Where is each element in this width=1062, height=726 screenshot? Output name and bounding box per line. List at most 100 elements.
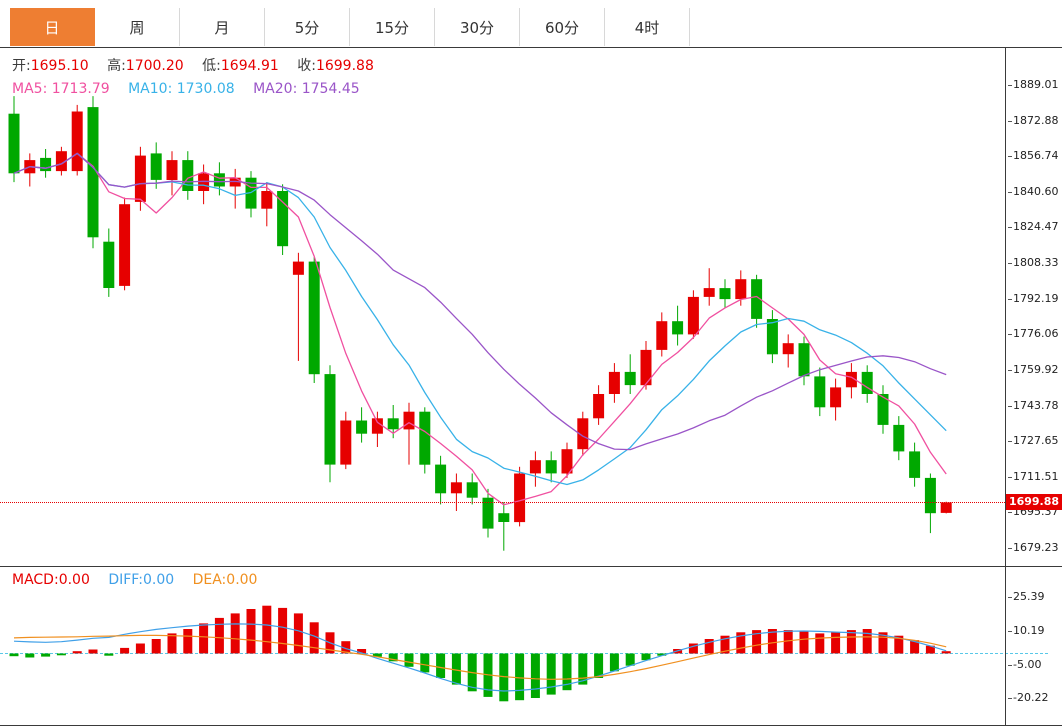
candle (166, 151, 178, 196)
macd-bar (246, 609, 256, 654)
macd-bar (293, 613, 303, 654)
candle (924, 473, 936, 534)
candle (134, 146, 146, 211)
macd-bar (278, 607, 288, 654)
tab-4hour[interactable]: 4时 (605, 8, 690, 46)
tab-5min[interactable]: 5分 (265, 8, 350, 46)
price-axis-label: 1743.78 (1008, 400, 1059, 412)
diff-line (13, 623, 947, 692)
macd-axis-label: -5.00 (1008, 659, 1041, 671)
macd-bar (783, 630, 793, 654)
macd-bar (372, 653, 382, 657)
timeframe-tabbar: 日 周 月 5分 15分 30分 60分 4时 (0, 0, 1062, 48)
macd-bar (199, 623, 209, 654)
macd-bar (167, 633, 177, 654)
macd-axis-label: -20.22 (1008, 692, 1048, 704)
macd-bar (657, 653, 667, 656)
price-axis-label: 1776.06 (1008, 328, 1059, 340)
macd-bar (546, 653, 556, 695)
candle (561, 442, 573, 478)
candle (893, 416, 905, 461)
candle (24, 153, 36, 187)
candle (498, 502, 510, 551)
price-axis-label: 1727.65 (1008, 435, 1059, 447)
ma5-line (13, 152, 947, 506)
candle (87, 96, 99, 249)
main-chart-canvas[interactable] (0, 48, 1005, 566)
macd-bar (831, 632, 841, 654)
candle (150, 142, 162, 189)
macd-bar (404, 653, 414, 667)
macd-bar (704, 639, 714, 654)
macd-bar (578, 653, 588, 685)
candle (830, 378, 842, 421)
price-axis-label: 1824.47 (1008, 221, 1059, 233)
candle (261, 182, 273, 227)
tab-month[interactable]: 月 (180, 8, 265, 46)
macd-axis-label: 25.39 (1008, 591, 1045, 603)
macd-bar (214, 617, 224, 654)
candle (245, 171, 257, 218)
candle (545, 451, 557, 483)
macd-bar (151, 639, 161, 654)
dea-line (13, 634, 947, 680)
candle (450, 473, 462, 511)
macd-bar (230, 613, 240, 654)
candle (577, 411, 589, 456)
candle (466, 473, 478, 505)
candle (909, 442, 921, 487)
macd-bar (799, 631, 809, 654)
candle (877, 385, 889, 434)
macd-bar (878, 632, 888, 654)
candle (672, 305, 684, 346)
tab-day[interactable]: 日 (10, 8, 95, 46)
macd-bar (309, 622, 319, 654)
candle (277, 184, 289, 255)
macd-bar (815, 633, 825, 654)
tab-60min[interactable]: 60分 (520, 8, 605, 46)
candle (798, 336, 810, 386)
macd-bar (120, 647, 130, 654)
price-axis-label: 1856.74 (1008, 150, 1059, 162)
last-price-line (0, 502, 1005, 503)
macd-bar (594, 653, 604, 678)
macd-bar (562, 653, 572, 691)
ma10-line (13, 152, 947, 486)
tab-week[interactable]: 周 (95, 8, 180, 46)
macd-chart-canvas[interactable] (0, 567, 1005, 725)
price-axis-label: 1679.23 (1008, 542, 1059, 554)
candle (435, 455, 447, 505)
candle (482, 488, 494, 538)
candle (814, 367, 826, 417)
candle (529, 451, 541, 487)
axis-border (1005, 48, 1006, 726)
candle (751, 274, 763, 328)
macd-bar (910, 640, 920, 654)
macd-bar (736, 632, 746, 654)
price-axis-label: 1872.88 (1008, 115, 1059, 127)
candle (324, 365, 336, 483)
candle (514, 466, 526, 527)
macd-bar (41, 653, 51, 657)
tab-15min[interactable]: 15分 (350, 8, 435, 46)
candle (861, 365, 873, 403)
candle (735, 270, 747, 306)
candle (624, 354, 636, 394)
candle (403, 402, 415, 465)
tab-30min[interactable]: 30分 (435, 8, 520, 46)
last-price-tag: 1699.88 (1006, 494, 1062, 510)
macd-bar (515, 653, 525, 701)
price-axis-label: 1759.92 (1008, 364, 1059, 376)
candle (182, 151, 194, 200)
macd-bar (104, 653, 114, 656)
macd-bar (388, 653, 398, 662)
candle (55, 146, 67, 176)
macd-bar (767, 629, 777, 654)
price-axis-label: 1711.51 (1008, 471, 1059, 483)
candle (656, 312, 668, 357)
candle (356, 407, 368, 443)
candle (593, 385, 605, 425)
macd-axis: 25.39 10.19 -5.00 -20.22 (1008, 567, 1062, 725)
macd-bar (420, 653, 430, 673)
candle (371, 411, 383, 447)
